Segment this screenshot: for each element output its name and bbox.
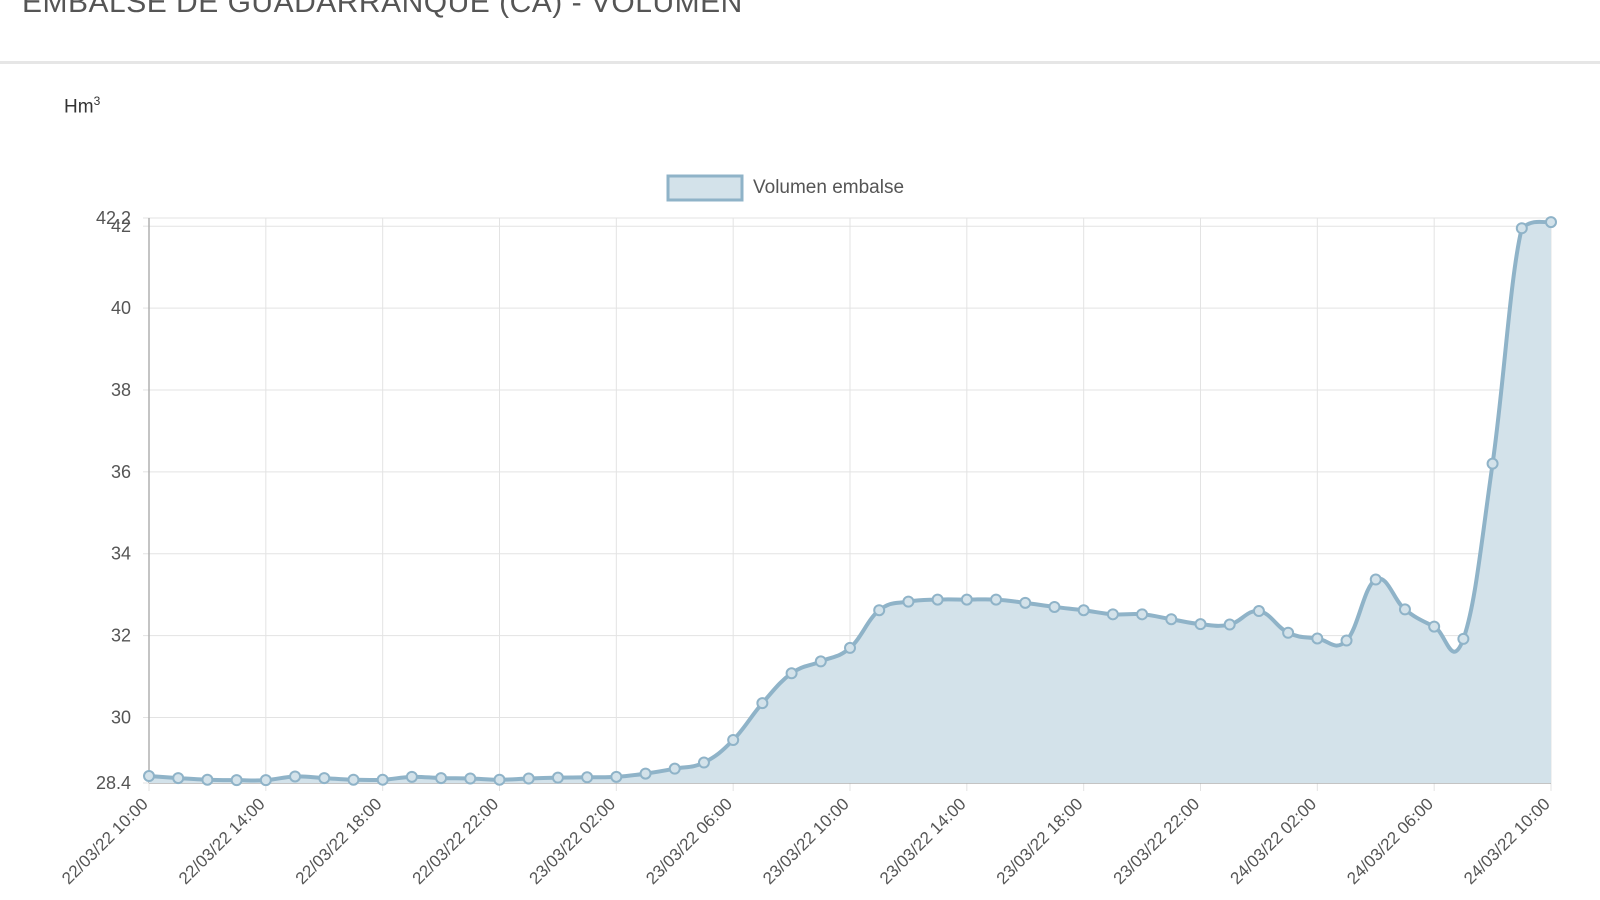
x-tick-label: 23/03/22 10:00 bbox=[759, 794, 853, 888]
data-point[interactable] bbox=[551, 771, 564, 784]
point-layer bbox=[143, 216, 1557, 787]
area-fill bbox=[149, 221, 1551, 783]
data-point[interactable] bbox=[1457, 632, 1470, 645]
x-tick-label: 23/03/22 22:00 bbox=[1110, 794, 1204, 888]
data-point[interactable] bbox=[697, 756, 710, 769]
y-unit-label: Hm3 bbox=[64, 94, 100, 118]
y-tick-label: 34 bbox=[111, 544, 131, 564]
data-point[interactable] bbox=[201, 773, 214, 786]
data-point[interactable] bbox=[1077, 604, 1090, 617]
data-point[interactable] bbox=[289, 770, 302, 783]
data-point[interactable] bbox=[639, 767, 652, 780]
data-point[interactable] bbox=[727, 734, 740, 747]
x-tick-label: 22/03/22 14:00 bbox=[175, 794, 269, 888]
page-header: EMBALSE DE GUADARRANQUE (CA) - VOLUMEN bbox=[0, 0, 1600, 64]
data-point[interactable] bbox=[230, 774, 243, 787]
y-tick-label: 42 bbox=[111, 216, 131, 236]
data-point[interactable] bbox=[756, 697, 769, 710]
data-point[interactable] bbox=[347, 773, 360, 786]
y-tick-label: 36 bbox=[111, 462, 131, 482]
x-tick-label: 23/03/22 02:00 bbox=[526, 794, 620, 888]
data-point[interactable] bbox=[464, 772, 477, 785]
data-point[interactable] bbox=[1486, 457, 1499, 470]
data-point[interactable] bbox=[259, 774, 272, 787]
data-point[interactable] bbox=[1369, 573, 1382, 586]
data-point[interactable] bbox=[493, 773, 506, 786]
data-point[interactable] bbox=[1545, 216, 1557, 229]
legend-label[interactable]: Volumen embalse bbox=[753, 177, 904, 198]
data-point[interactable] bbox=[1282, 626, 1295, 639]
legend[interactable]: Volumen embalse bbox=[666, 174, 904, 202]
data-point[interactable] bbox=[668, 762, 681, 775]
legend-swatch[interactable] bbox=[666, 174, 744, 202]
data-point[interactable] bbox=[143, 770, 155, 783]
data-point[interactable] bbox=[581, 771, 594, 784]
data-point[interactable] bbox=[1340, 634, 1353, 647]
y-tick-label: 28.4 bbox=[96, 773, 131, 793]
data-point[interactable] bbox=[931, 593, 944, 606]
y-unit-exponent: 3 bbox=[93, 94, 101, 108]
y-tick-label: 32 bbox=[111, 626, 131, 646]
data-point[interactable] bbox=[844, 641, 856, 654]
data-point[interactable] bbox=[1252, 605, 1265, 618]
x-tick-label: 23/03/22 14:00 bbox=[876, 794, 970, 888]
data-point[interactable] bbox=[1398, 603, 1411, 616]
x-tick-label: 24/03/22 10:00 bbox=[1460, 794, 1554, 888]
data-point[interactable] bbox=[814, 655, 827, 668]
data-point[interactable] bbox=[1223, 618, 1236, 631]
x-tick-label: 24/03/22 06:00 bbox=[1343, 794, 1437, 888]
data-point[interactable] bbox=[435, 772, 448, 785]
data-point[interactable] bbox=[873, 604, 886, 617]
data-point[interactable] bbox=[990, 593, 1003, 606]
data-point[interactable] bbox=[405, 770, 418, 783]
data-point[interactable] bbox=[1311, 632, 1324, 645]
y-tick-label: 40 bbox=[111, 298, 131, 318]
y-tick-label: 42.2 bbox=[96, 208, 131, 228]
data-point[interactable] bbox=[1136, 608, 1149, 621]
data-point[interactable] bbox=[902, 595, 915, 608]
data-point[interactable] bbox=[1048, 600, 1061, 613]
data-point[interactable] bbox=[376, 773, 389, 786]
page-title: EMBALSE DE GUADARRANQUE (CA) - VOLUMEN bbox=[22, 0, 743, 19]
data-point[interactable] bbox=[1428, 620, 1441, 633]
y-tick-label: 30 bbox=[111, 707, 131, 727]
data-point[interactable] bbox=[172, 772, 185, 785]
x-tick-label: 24/03/22 02:00 bbox=[1227, 794, 1321, 888]
data-point[interactable] bbox=[522, 772, 535, 785]
data-point[interactable] bbox=[1515, 222, 1528, 235]
data-point[interactable] bbox=[1165, 613, 1178, 626]
data-point[interactable] bbox=[318, 772, 331, 785]
x-tick-label: 23/03/22 06:00 bbox=[642, 794, 736, 888]
data-point[interactable] bbox=[610, 770, 623, 783]
x-tick-label: 22/03/22 18:00 bbox=[292, 794, 386, 888]
x-axis-ticks: 22/03/22 10:00 22/03/22 14:00 22/03/22 18:… bbox=[58, 794, 1554, 888]
data-point[interactable] bbox=[1194, 618, 1207, 631]
x-tick-label: 23/03/22 18:00 bbox=[993, 794, 1087, 888]
data-point[interactable] bbox=[960, 593, 973, 606]
data-point[interactable] bbox=[785, 667, 798, 680]
data-point[interactable] bbox=[1106, 608, 1119, 621]
y-unit-text: Hm bbox=[64, 96, 94, 118]
y-tick-label: 38 bbox=[111, 380, 131, 400]
x-tick-label: 22/03/22 22:00 bbox=[409, 794, 503, 888]
data-point[interactable] bbox=[1019, 596, 1032, 609]
x-tick-label: 22/03/22 10:00 bbox=[58, 794, 152, 888]
